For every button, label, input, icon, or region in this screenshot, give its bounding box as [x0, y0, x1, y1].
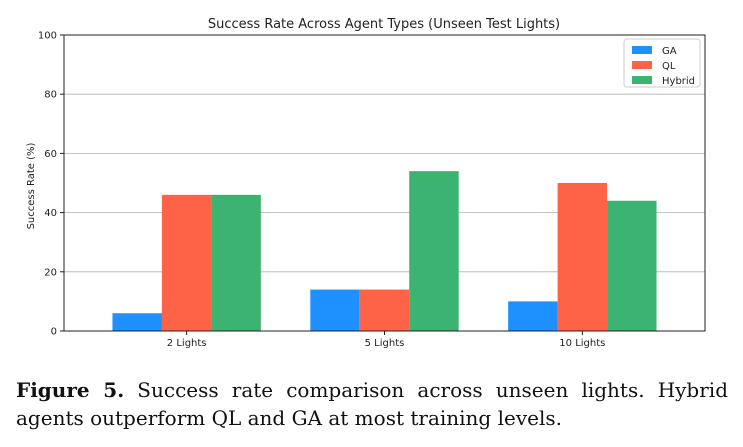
- bar-hybrid-10-lights: [607, 200, 657, 331]
- bars: [112, 171, 657, 331]
- x-tick-label: 5 Lights: [365, 338, 405, 349]
- legend: GA QL Hybrid: [623, 38, 701, 88]
- y-tick-label: 80: [44, 90, 57, 101]
- figure-caption: Figure 5. Success rate comparison across…: [16, 376, 728, 432]
- y-tick-label: 40: [44, 208, 57, 219]
- y-tick-label: 20: [44, 267, 57, 278]
- chart-title: Success Rate Across Agent Types (Unseen …: [208, 17, 560, 32]
- bar-ql-5-lights: [359, 289, 410, 331]
- y-tick-label: 60: [44, 149, 57, 160]
- legend-label-hybrid: Hybrid: [662, 76, 695, 87]
- bar-ga-10-lights: [508, 301, 558, 331]
- legend-swatch-hybrid: [632, 76, 652, 84]
- bar-hybrid-2-lights: [211, 194, 261, 331]
- legend-label-ga: GA: [662, 46, 677, 57]
- x-tick-label: 10 Lights: [559, 338, 605, 349]
- y-tick-label: 0: [51, 327, 57, 338]
- plot-frame: [63, 34, 706, 332]
- bar-ga-5-lights: [310, 289, 360, 331]
- bar-hybrid-5-lights: [409, 171, 459, 331]
- axis-ticks: 0 20 40 60 80 100 2 Lights 5 Lights 10 Lights: [38, 31, 605, 350]
- bar-ql-2-lights: [161, 194, 212, 331]
- bar-ga-2-lights: [112, 313, 162, 331]
- x-tick-label: 2 Lights: [167, 338, 207, 349]
- legend-label-ql: QL: [662, 61, 676, 72]
- caption-label: Figure 5.: [16, 378, 125, 402]
- bar-ql-10-lights: [557, 183, 608, 331]
- caption-text: Success rate comparison across unseen li…: [16, 378, 728, 430]
- legend-swatch-ga: [632, 46, 652, 54]
- legend-swatch-ql: [632, 61, 652, 69]
- y-axis-label: Success Rate (%): [26, 142, 37, 229]
- chart: Success Rate Across Agent Types (Unseen …: [26, 17, 706, 350]
- y-tick-label: 100: [38, 31, 57, 42]
